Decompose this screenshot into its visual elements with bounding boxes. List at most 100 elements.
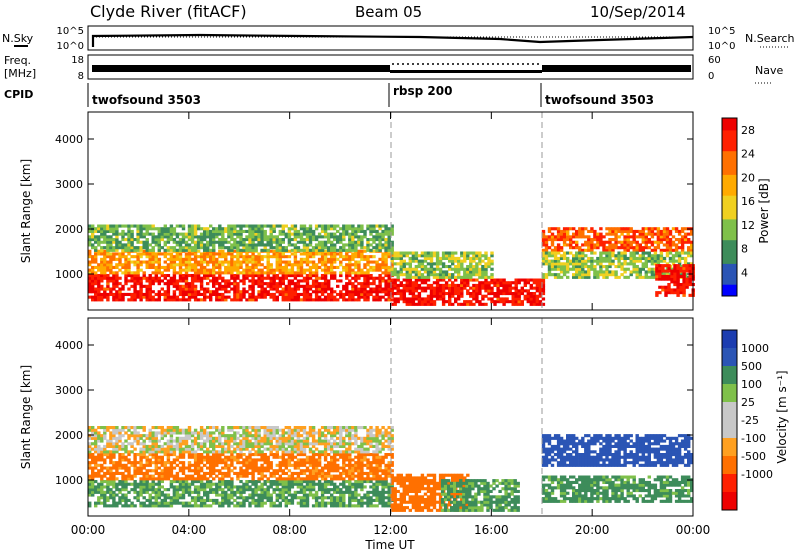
- heatmap-cell: [566, 256, 570, 260]
- heatmap-cell: [481, 273, 485, 277]
- heatmap-cell: [257, 276, 261, 280]
- heatmap-cell: [97, 238, 101, 242]
- heatmap-cell: [535, 278, 540, 282]
- heatmap-cell: [227, 474, 231, 478]
- heatmap-cell: [680, 243, 685, 247]
- heatmap-cell: [103, 458, 107, 462]
- heatmap-cell: [661, 277, 665, 281]
- heatmap-cell: [212, 477, 216, 481]
- heatmap-cell: [203, 243, 207, 247]
- heatmap-cell: [224, 252, 228, 256]
- heatmap-cell: [599, 251, 603, 255]
- heatmap-cell: [572, 240, 576, 244]
- heatmap-cell: [590, 246, 594, 250]
- heatmap-cell: [187, 268, 192, 272]
- heatmap-cell: [221, 249, 225, 253]
- heatmap-cell: [496, 281, 500, 285]
- heatmap-cell: [302, 227, 307, 231]
- heatmap-cell: [212, 235, 216, 239]
- heatmap-cell: [272, 229, 276, 233]
- heatmap-cell: [172, 496, 177, 500]
- heatmap-cell: [683, 232, 688, 236]
- heatmap-cell: [239, 298, 243, 302]
- heatmap-cell: [266, 257, 270, 261]
- heatmap-cell: [172, 480, 177, 484]
- heatmap-cell: [172, 458, 177, 462]
- heatmap-cell: [320, 485, 325, 489]
- heatmap-cell: [100, 477, 104, 481]
- heatmap-cell: [690, 243, 694, 247]
- heatmap-cell: [94, 463, 98, 467]
- heatmap-cell: [269, 295, 273, 299]
- heatmap-cell: [396, 297, 400, 301]
- heatmap-cell: [611, 246, 615, 250]
- heatmap-cell: [375, 248, 379, 252]
- heatmap-cell: [196, 485, 201, 489]
- heatmap-cell: [160, 235, 164, 239]
- heatmap-cell: [541, 262, 546, 266]
- heatmap-cell: [478, 259, 482, 263]
- heatmap-cell: [263, 287, 267, 291]
- heatmap-cell: [590, 262, 594, 266]
- heatmap-cell: [121, 295, 125, 299]
- heatmap-cell: [130, 477, 134, 481]
- heatmap-cell: [278, 488, 282, 492]
- heatmap-cell: [193, 490, 198, 494]
- heatmap-cell: [360, 485, 364, 489]
- heatmap-cell: [239, 255, 243, 259]
- heatmap-cell: [127, 260, 131, 264]
- heatmap-cell: [682, 280, 686, 284]
- heatmap-cell: [148, 493, 152, 497]
- heatmap-cell: [100, 298, 104, 302]
- heatmap-cell: [399, 254, 403, 258]
- heatmap-cell: [209, 455, 213, 459]
- heatmap-cell: [311, 246, 316, 250]
- heatmap-cell: [121, 265, 125, 269]
- heatmap-cell: [227, 498, 231, 502]
- heatmap-cell: [209, 271, 213, 275]
- heatmap-cell: [408, 297, 412, 301]
- heatmap-cell: [469, 300, 473, 304]
- heatmap-cell: [451, 259, 455, 263]
- heatmap-cell: [233, 287, 237, 291]
- heatmap-cell: [133, 504, 137, 508]
- heatmap-cell: [151, 227, 155, 231]
- heatmap-cell: [357, 287, 361, 291]
- heatmap-cell: [369, 480, 373, 484]
- heatmap-cell: [293, 238, 298, 242]
- heatmap-cell: [664, 269, 668, 273]
- heatmap-cell: [562, 238, 567, 242]
- heatmap-cell: [348, 248, 352, 252]
- heatmap-cell: [142, 227, 146, 231]
- heatmap-cell: [396, 292, 400, 296]
- velocity-heatmap: [88, 426, 694, 512]
- heatmap-cell: [130, 240, 134, 244]
- heatmap-cell: [257, 469, 261, 473]
- heatmap-cell: [287, 274, 292, 278]
- heatmap-cell: [399, 251, 403, 255]
- heatmap-cell: [163, 474, 167, 478]
- heatmap-cell: [290, 480, 295, 484]
- heatmap-cell: [590, 256, 594, 260]
- heatmap-cell: [196, 260, 201, 264]
- heatmap-cell: [490, 281, 494, 285]
- heatmap-cell: [460, 251, 464, 255]
- heatmap-cell: [299, 248, 304, 252]
- heatmap-cell: [535, 300, 540, 304]
- heatmap-cell: [266, 276, 270, 280]
- heatmap-cell: [664, 274, 668, 278]
- heatmap-cell: [239, 232, 243, 236]
- heatmap-cell: [472, 278, 476, 282]
- heatmap-cell: [166, 265, 171, 269]
- heatmap-cell: [257, 471, 261, 475]
- heatmap-cell: [305, 260, 310, 264]
- heatmap-cell: [687, 248, 691, 252]
- heatmap-cell: [677, 256, 682, 260]
- heatmap-cell: [375, 498, 379, 502]
- heatmap-cell: [254, 229, 258, 233]
- heatmap-cell: [523, 294, 527, 298]
- heatmap-cell: [435, 254, 440, 258]
- heatmap-cell: [91, 232, 95, 236]
- heatmap-cell: [91, 453, 95, 457]
- heatmap-cell: [148, 252, 152, 256]
